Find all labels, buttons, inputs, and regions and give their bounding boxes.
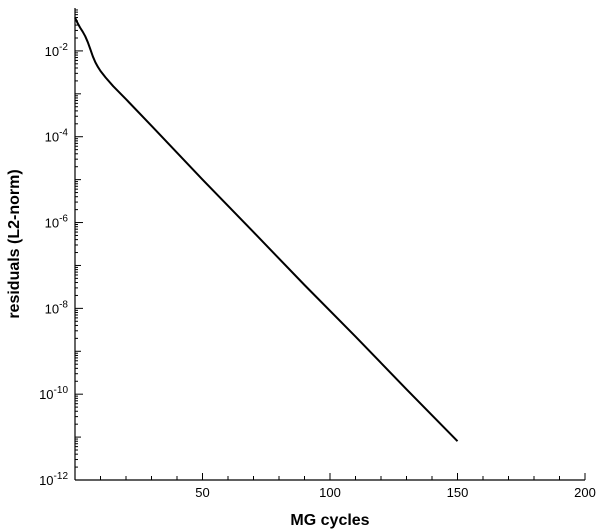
plot-frame <box>74 8 585 481</box>
x-axis-title: MG cycles <box>290 512 369 529</box>
y-tick-label: 10-10 <box>39 385 68 402</box>
series-group <box>74 17 459 442</box>
y-tick-label: 10-12 <box>39 471 68 488</box>
series-line-0 <box>74 17 459 442</box>
y-tick-label: 10-6 <box>45 214 69 231</box>
y-tick-label: 10-2 <box>45 42 69 59</box>
x-tick-label: 150 <box>447 485 469 500</box>
y-tick-label: 10-4 <box>45 128 69 145</box>
x-tick-label: 50 <box>195 485 209 500</box>
x-tick-label: 100 <box>319 485 341 500</box>
y-tick-label: 10-8 <box>45 299 69 316</box>
x-tick-label: 200 <box>574 485 596 500</box>
y-axis-ticks: 10-2 10-4 10-6 10-8 10-10 10-12 <box>39 9 83 488</box>
x-axis-ticks: 50 100 150 200 <box>100 473 596 500</box>
y-axis-title: residuals (L2-norm) <box>6 169 23 318</box>
